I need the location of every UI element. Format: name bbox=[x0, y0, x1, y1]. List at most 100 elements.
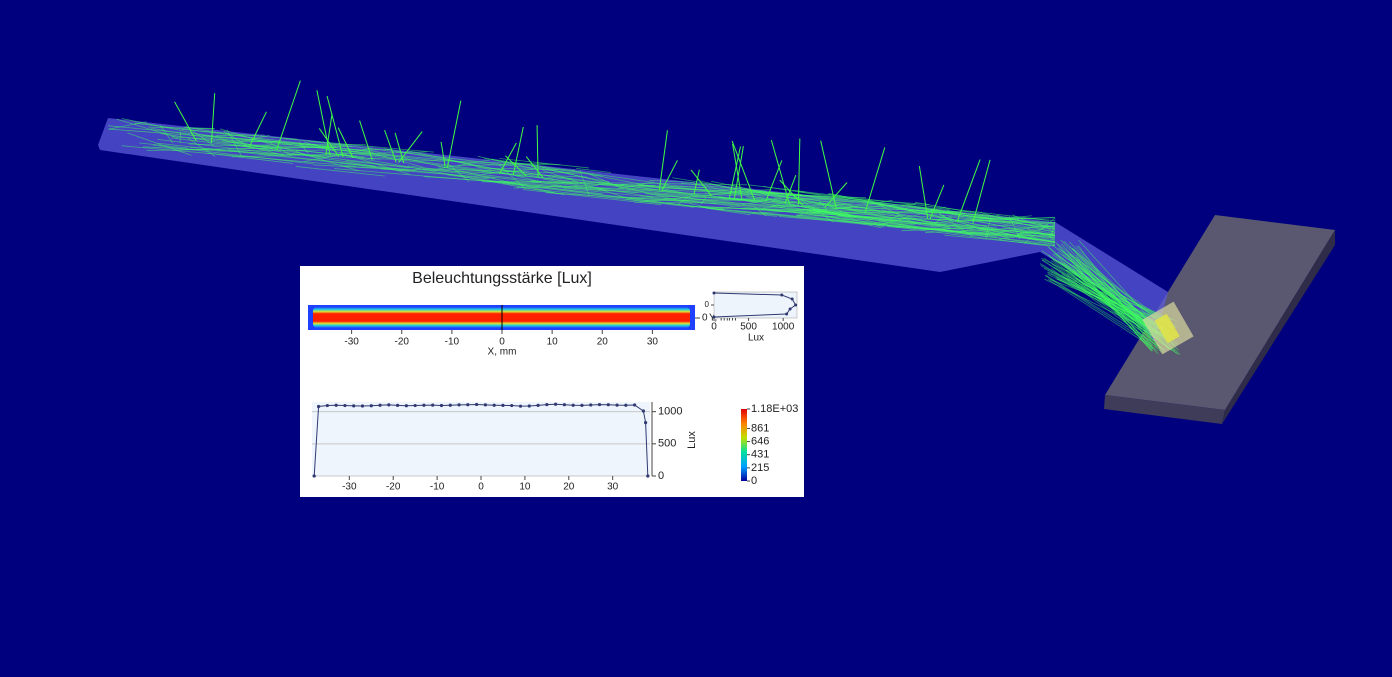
ray bbox=[269, 141, 292, 157]
profile-point bbox=[794, 303, 798, 307]
ray bbox=[1078, 245, 1154, 349]
ray bbox=[1063, 240, 1158, 330]
stray-ray bbox=[318, 128, 340, 157]
ray bbox=[809, 210, 838, 219]
data-point bbox=[571, 403, 575, 407]
x-tick-label: 30 bbox=[647, 337, 659, 348]
ray bbox=[672, 177, 852, 209]
data-point bbox=[475, 402, 479, 407]
stray-ray bbox=[359, 120, 373, 161]
result-panel: Beleuchtungsstärke [Lux] -30 -20 -10 0 10 20 3… bbox=[300, 266, 804, 497]
ray bbox=[446, 162, 470, 182]
ray bbox=[594, 187, 764, 202]
ray bbox=[349, 152, 524, 177]
ray bbox=[639, 195, 784, 200]
stray-ray bbox=[248, 111, 267, 148]
ray bbox=[793, 196, 949, 223]
x-tick-label: 0 bbox=[478, 482, 484, 493]
ray bbox=[773, 204, 982, 213]
ray bbox=[697, 179, 885, 228]
data-point bbox=[352, 404, 356, 408]
ray bbox=[152, 144, 315, 165]
colorbar-label: 646 bbox=[751, 435, 769, 447]
x-tick-label: 0 bbox=[499, 337, 505, 348]
stray-ray bbox=[661, 160, 678, 191]
ray bbox=[228, 149, 490, 180]
x-tick-label: 1000 bbox=[772, 322, 795, 333]
ray bbox=[771, 199, 853, 206]
ray bbox=[127, 132, 192, 156]
x-tick-label: -10 bbox=[430, 482, 445, 493]
ray bbox=[259, 153, 357, 157]
x-tick-label: 20 bbox=[597, 337, 609, 348]
stray-ray bbox=[918, 165, 929, 219]
data-point bbox=[413, 403, 417, 408]
ray bbox=[1011, 215, 1032, 219]
data-point bbox=[492, 403, 496, 407]
ray bbox=[741, 208, 953, 219]
ray bbox=[219, 128, 360, 172]
data-point bbox=[466, 403, 470, 407]
data-point bbox=[395, 403, 400, 407]
data-point bbox=[431, 403, 435, 407]
data-point bbox=[641, 409, 646, 413]
data-point bbox=[387, 403, 391, 407]
ray bbox=[296, 166, 385, 177]
board-top bbox=[1105, 215, 1335, 410]
x-axis-label: X, mm bbox=[488, 347, 517, 358]
rays bbox=[108, 80, 1181, 356]
led bbox=[1142, 301, 1194, 355]
ray bbox=[157, 138, 284, 155]
stray-ray bbox=[174, 101, 197, 142]
ray bbox=[481, 181, 656, 186]
stray-ray bbox=[512, 126, 524, 175]
ray bbox=[576, 168, 611, 173]
x-tick-label: -20 bbox=[386, 482, 401, 493]
ray bbox=[976, 228, 1056, 243]
ray bbox=[1061, 274, 1155, 342]
ray bbox=[1050, 268, 1161, 349]
ray bbox=[542, 170, 628, 199]
stray-ray bbox=[536, 125, 539, 178]
ray bbox=[1045, 274, 1166, 351]
ray bbox=[339, 152, 387, 157]
ray bbox=[313, 164, 417, 172]
ray bbox=[192, 127, 310, 148]
ray bbox=[827, 193, 988, 227]
stray-ray bbox=[732, 143, 743, 200]
data-point bbox=[404, 404, 408, 408]
colorbar bbox=[741, 409, 747, 481]
ray bbox=[704, 192, 866, 199]
y-axis-label: Lux bbox=[686, 431, 698, 449]
ray bbox=[753, 206, 767, 217]
ray bbox=[502, 182, 777, 217]
stray-ray bbox=[728, 146, 741, 198]
ray bbox=[143, 146, 381, 160]
stray-ray bbox=[316, 90, 331, 156]
data-point bbox=[554, 402, 558, 406]
x-tick-label: 0 bbox=[711, 322, 717, 333]
ray bbox=[906, 204, 1056, 233]
stray-ray bbox=[864, 147, 886, 213]
ray bbox=[499, 158, 589, 169]
profile-point bbox=[788, 307, 792, 311]
ray bbox=[796, 208, 941, 227]
stray-ray bbox=[505, 155, 527, 177]
panel-title: Beleuchtungsstärke [Lux] bbox=[412, 270, 592, 287]
circuit-board bbox=[1104, 215, 1335, 424]
y-tick-label: 1000 bbox=[658, 406, 682, 418]
stray-ray bbox=[784, 174, 797, 204]
data-point bbox=[527, 404, 531, 408]
stray-ray bbox=[820, 140, 837, 210]
ray bbox=[1072, 265, 1154, 352]
ray bbox=[530, 165, 610, 183]
stray-ray bbox=[446, 100, 462, 168]
data-point bbox=[316, 404, 321, 409]
ray bbox=[938, 212, 954, 222]
ray bbox=[150, 127, 326, 158]
ray bbox=[326, 152, 565, 196]
ray bbox=[739, 191, 803, 195]
colorbar-label: 215 bbox=[751, 462, 769, 474]
ray bbox=[914, 201, 1056, 228]
data-point bbox=[518, 404, 523, 408]
